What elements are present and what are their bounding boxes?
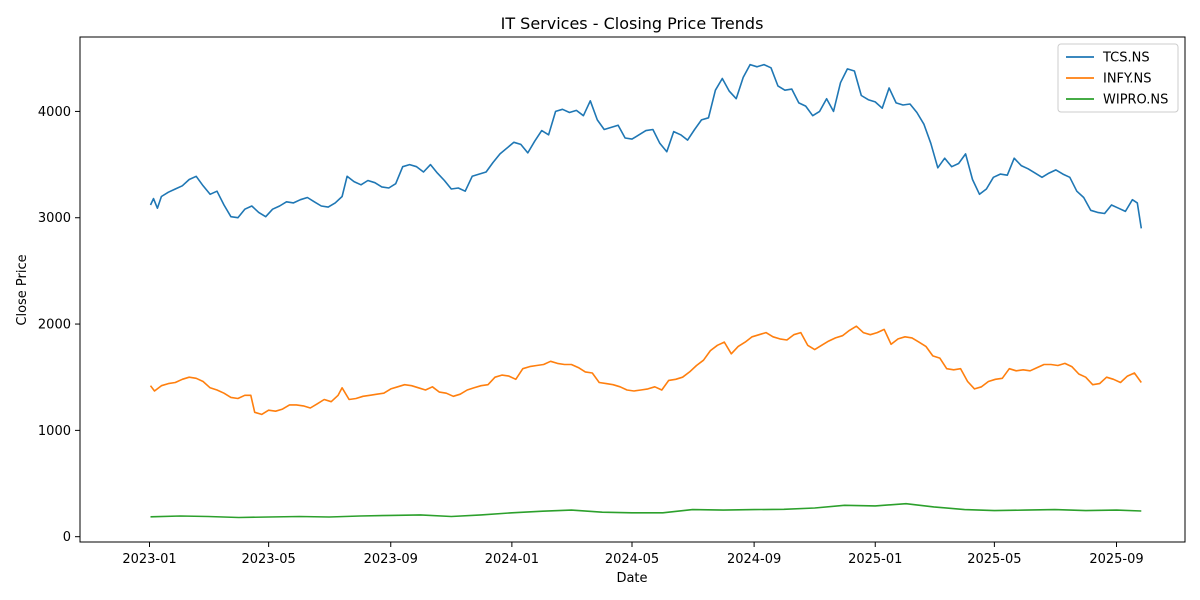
y-tick-label: 2000 bbox=[38, 318, 71, 333]
y-axis: 0 1000 2000 3000 4000 bbox=[38, 105, 80, 545]
y-axis-title: Close Price bbox=[15, 254, 30, 325]
y-tick-label: 4000 bbox=[38, 105, 71, 120]
legend-frame bbox=[1057, 43, 1179, 113]
y-tick-label: 0 bbox=[63, 530, 71, 545]
series-line-infy-ns bbox=[149, 325, 1142, 416]
plot-area bbox=[149, 63, 1143, 519]
legend: TCS.NS INFY.NS WIPRO.NS bbox=[1057, 43, 1179, 113]
series-line-tcs-ns bbox=[149, 63, 1143, 229]
x-tick-label: 2024-05 bbox=[605, 552, 659, 567]
x-tick-label: 2023-09 bbox=[364, 552, 418, 567]
y-tick-label: 3000 bbox=[38, 211, 71, 226]
x-tick-label: 2023-01 bbox=[122, 552, 176, 567]
x-tick-label: 2025-09 bbox=[1089, 552, 1143, 567]
x-tick-label: 2025-05 bbox=[967, 552, 1021, 567]
legend-label: TCS.NS bbox=[1102, 51, 1150, 66]
y-tick-label: 1000 bbox=[38, 424, 71, 439]
x-tick-label: 2025-01 bbox=[848, 552, 902, 567]
legend-label: WIPRO.NS bbox=[1103, 93, 1168, 108]
x-axis: 2023-01 2023-05 2023-09 2024-01 2024-05 2024-… bbox=[122, 542, 1144, 567]
series-line-wipro-ns bbox=[150, 502, 1142, 519]
legend-label: INFY.NS bbox=[1103, 72, 1151, 87]
x-tick-label: 2023-05 bbox=[241, 552, 295, 567]
x-tick-label: 2024-09 bbox=[727, 552, 781, 567]
chart-title: IT Services - Closing Price Trends bbox=[501, 14, 764, 33]
x-tick-label: 2024-01 bbox=[485, 552, 539, 567]
x-axis-title: Date bbox=[616, 571, 647, 586]
